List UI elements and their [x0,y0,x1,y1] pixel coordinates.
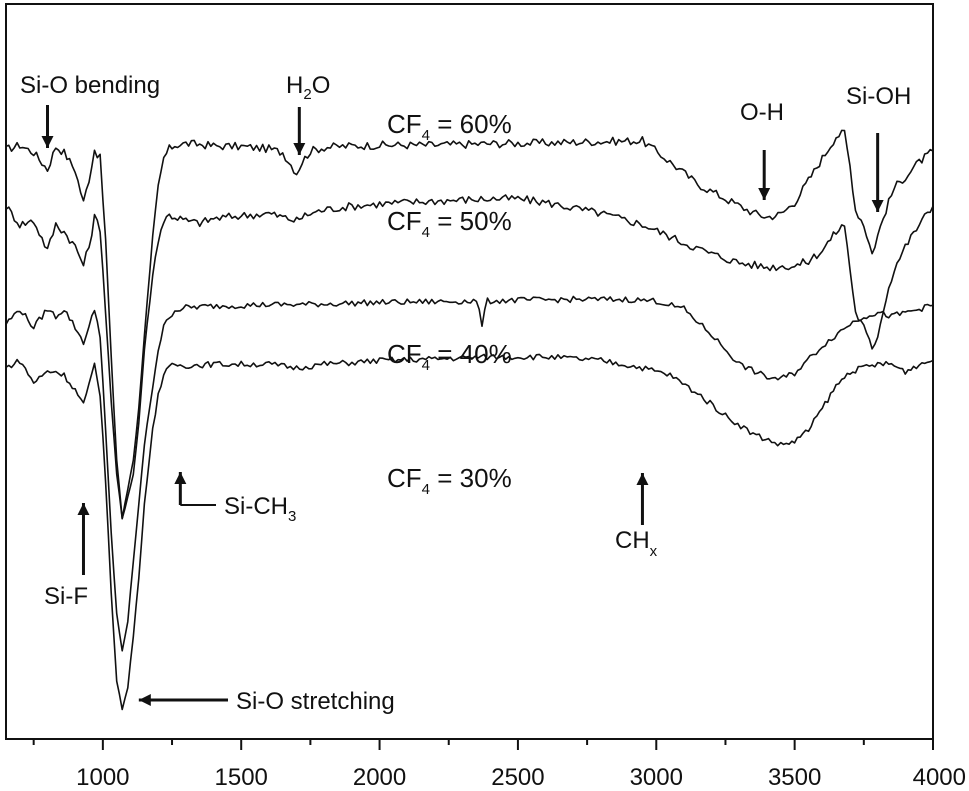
si-o-bending-arrow-icon [41,105,54,148]
series-line [5,129,934,520]
si-oh-arrow-icon [871,133,884,212]
annotation-si-o-bending: Si-O bending [20,72,160,99]
si-o-stretching-arrow-icon [138,694,228,706]
x-tick-label: 4000 [913,764,966,791]
series-line [5,353,934,711]
x-tick-label: 3000 [630,764,683,791]
x-axis-ticks: 1000 1500 2000 2500 3000 3500 4000 [32,739,966,791]
arrow-head [758,188,771,200]
annotation-si-f: Si-F [44,583,88,610]
series-label-40: CF4 = 40% [387,339,512,374]
annotation-o-h: O-H [740,99,784,126]
series-line [5,194,934,520]
arrow-head [41,136,54,148]
annotation-si-ch3: Si-CH3 [224,493,296,525]
series-label-30: CF4 = 30% [387,463,512,498]
x-tick-label: 1000 [76,764,129,791]
arrow-head [871,200,884,212]
x-tick-label: 2000 [353,764,406,791]
x-tick-label: 2500 [491,764,544,791]
si-ch3-arrow-icon [174,472,216,506]
si-f-arrow-icon [77,503,90,575]
series-label-60: CF4 = 60% [387,109,512,144]
series-line [5,295,934,652]
annotation-si-oh: Si-OH [846,83,911,110]
o-h-arrow-icon [758,150,771,200]
series-label-50: CF4 = 50% [387,206,512,241]
plot-frame [5,3,934,740]
annotation-ch-x: CHx [615,527,658,560]
x-tick-label: 3500 [768,764,821,791]
arrow-head [174,472,187,484]
arrow-head [138,694,151,706]
spectra-lines [5,129,934,711]
arrow-head [636,473,649,485]
annotation-h2o: H2O [286,72,330,103]
annotation-si-o-stretching: Si-O stretching [236,688,395,715]
x-tick-label: 1500 [215,764,268,791]
ch-x-arrow-icon [636,473,649,525]
arrow-head [77,503,90,515]
arrow-head [293,143,306,155]
h2o-arrow-icon [293,107,306,155]
